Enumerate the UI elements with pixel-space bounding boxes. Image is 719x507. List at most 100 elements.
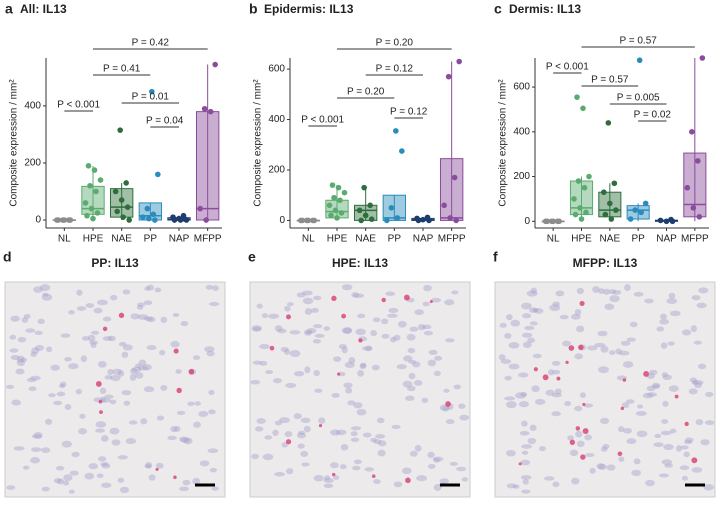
- nucleus: [199, 460, 210, 467]
- nucleus: [5, 384, 15, 389]
- nucleus: [293, 413, 302, 420]
- nucleus: [41, 293, 53, 301]
- nucleus: [341, 284, 353, 291]
- signal: [445, 401, 451, 407]
- nucleus: [402, 380, 413, 388]
- nucleus: [31, 434, 42, 439]
- nucleus: [341, 346, 348, 354]
- nucleus: [76, 289, 83, 296]
- x-tick-label: NL: [302, 234, 315, 245]
- point: [356, 207, 363, 214]
- nucleus: [551, 360, 561, 366]
- nucleus: [68, 489, 75, 494]
- nucleus: [618, 350, 630, 356]
- nucleus: [599, 417, 610, 425]
- nucleus: [112, 368, 123, 375]
- nucleus: [159, 349, 166, 356]
- nucleus: [564, 401, 572, 407]
- nucleus: [273, 377, 282, 384]
- p-value: P < 0.001: [546, 62, 589, 73]
- nucleus: [117, 455, 128, 460]
- nucleus: [156, 415, 165, 421]
- box: [439, 158, 464, 221]
- signal: [331, 295, 337, 302]
- nucleus: [121, 390, 132, 396]
- nucleus: [600, 446, 608, 452]
- signal: [341, 313, 347, 319]
- nucleus: [56, 391, 66, 397]
- point: [212, 61, 218, 68]
- nucleus: [609, 350, 616, 355]
- point: [152, 217, 158, 223]
- nucleus: [375, 434, 386, 439]
- box: [382, 194, 407, 221]
- nucleus: [261, 313, 269, 319]
- point: [607, 200, 613, 207]
- nucleus: [445, 338, 455, 343]
- nucleus: [623, 427, 632, 434]
- x-tick-label: NAE: [111, 234, 132, 245]
- nucleus: [280, 346, 289, 353]
- point: [580, 105, 586, 112]
- nucleus: [668, 385, 679, 392]
- nucleus: [343, 327, 353, 334]
- nucleus: [547, 369, 555, 376]
- point: [699, 55, 706, 61]
- point: [140, 214, 146, 220]
- nucleus: [102, 316, 112, 322]
- nucleus: [683, 451, 690, 458]
- point: [556, 218, 562, 225]
- nucleus: [576, 440, 585, 448]
- nucleus: [451, 290, 459, 295]
- nucleus: [391, 424, 401, 430]
- nucleus: [56, 478, 65, 485]
- nucleus: [300, 450, 309, 458]
- nucleus: [68, 363, 79, 370]
- nucleus: [505, 449, 516, 457]
- p-value: P = 0.42: [132, 38, 170, 49]
- nucleus: [289, 350, 301, 357]
- nucleus: [119, 486, 130, 494]
- nucleus: [264, 435, 273, 440]
- nucleus: [335, 429, 347, 436]
- nucleus: [414, 444, 422, 452]
- nucleus: [55, 465, 65, 471]
- panel-label: b: [249, 1, 258, 17]
- signal: [286, 314, 291, 320]
- nucleus: [19, 357, 28, 363]
- nucleus: [700, 439, 710, 446]
- point: [177, 217, 184, 223]
- point: [144, 205, 151, 212]
- nucleus: [279, 417, 290, 424]
- point: [338, 210, 345, 216]
- nucleus: [522, 313, 532, 319]
- nucleus: [33, 286, 43, 293]
- y-tick-label: 200: [24, 158, 41, 169]
- nucleus: [209, 301, 220, 307]
- panel-label: e: [248, 249, 256, 265]
- signal: [337, 372, 341, 376]
- nucleus: [539, 446, 546, 452]
- nucleus: [78, 428, 87, 435]
- nucleus: [412, 361, 421, 368]
- nucleus: [357, 369, 365, 377]
- nucleus: [143, 300, 153, 306]
- nucleus: [71, 451, 80, 458]
- point: [91, 167, 98, 173]
- nucleus: [88, 463, 99, 470]
- nucleus: [287, 302, 294, 307]
- nucleus: [138, 359, 147, 367]
- nucleus: [602, 443, 610, 450]
- point: [638, 209, 644, 216]
- nucleus: [82, 336, 90, 341]
- x-tick-label: NAP: [169, 234, 190, 245]
- nucleus: [207, 448, 219, 454]
- point: [689, 129, 695, 135]
- nucleus: [598, 366, 609, 374]
- nucleus: [427, 359, 437, 367]
- nucleus: [618, 456, 625, 462]
- nucleus: [510, 319, 521, 327]
- signal: [332, 472, 336, 477]
- nucleus: [167, 435, 177, 441]
- nucleus: [303, 425, 311, 433]
